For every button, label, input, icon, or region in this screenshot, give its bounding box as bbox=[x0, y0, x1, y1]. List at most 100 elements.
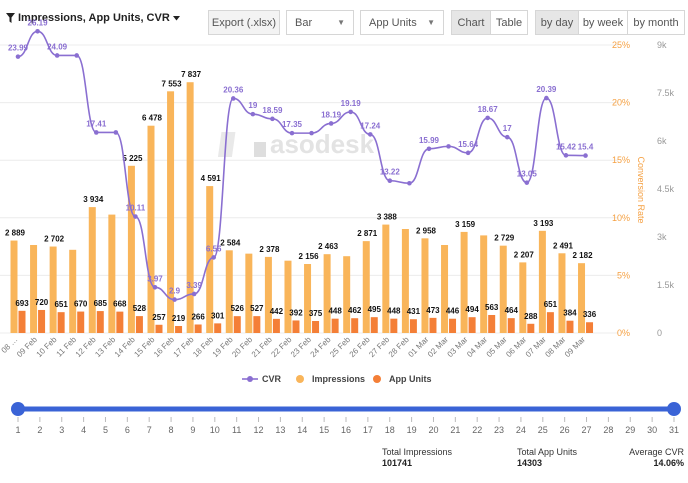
x-axis-tick: 13 Feb bbox=[93, 335, 117, 359]
cvr-point bbox=[289, 130, 295, 136]
impressions-data-label: 7 837 bbox=[181, 70, 202, 79]
cvr-point bbox=[504, 134, 510, 140]
metrics-filter-menu[interactable]: Impressions, App Units, CVR bbox=[6, 12, 180, 24]
cvr-data-label: 15.99 bbox=[419, 136, 440, 145]
right-axis-tick: 7.5k bbox=[657, 88, 675, 98]
x-axis-tick: 02 Mar bbox=[426, 335, 450, 359]
legend-marker-icon bbox=[373, 375, 381, 383]
slider-tick-label: 13 bbox=[275, 425, 285, 435]
app-units-data-label: 462 bbox=[348, 306, 362, 315]
slider-tick-label: 15 bbox=[319, 425, 329, 435]
slider-tick-label: 31 bbox=[669, 425, 679, 435]
slider-tick-label: 8 bbox=[169, 425, 174, 435]
legend-cvr-marker-icon bbox=[247, 376, 253, 382]
x-axis-tick: 09 Feb bbox=[15, 335, 39, 359]
slider-tick-label: 14 bbox=[297, 425, 307, 435]
cvr-point bbox=[524, 180, 530, 185]
date-range-slider[interactable]: 1 2 3 4 5 6 7 8 9 10 11 12 13 14 15 16 17 18 19 20 21 22 23 24 2… bbox=[0, 400, 688, 440]
bar-series bbox=[10, 82, 594, 333]
by-month-button[interactable]: by month bbox=[627, 10, 685, 35]
app-units-data-label: 375 bbox=[309, 309, 323, 318]
x-axis-tick: 09 Mar bbox=[563, 335, 587, 359]
impressions-bar bbox=[421, 238, 429, 333]
impressions-bar bbox=[167, 91, 175, 333]
app-units-data-label: 257 bbox=[152, 313, 166, 322]
caret-down-icon bbox=[172, 15, 180, 20]
average-cvr-summary: Average CVR 14.06% bbox=[629, 447, 684, 469]
app-units-data-label: 448 bbox=[328, 307, 342, 316]
impressions-bar bbox=[108, 214, 116, 333]
legend-label: App Units bbox=[389, 374, 432, 384]
app-units-bar bbox=[116, 311, 124, 333]
cvr-data-label: 13.22 bbox=[380, 168, 401, 177]
x-axis-tick: 06 Mar bbox=[504, 335, 528, 359]
cvr-point bbox=[485, 115, 490, 121]
legend-marker-icon bbox=[296, 375, 304, 383]
impressions-data-label: 3 934 bbox=[83, 195, 104, 204]
cvr-data-label: 18.67 bbox=[478, 105, 499, 114]
app-units-bar bbox=[253, 316, 261, 333]
cvr-point bbox=[54, 53, 60, 58]
chart-type-select[interactable]: Bar ▼ bbox=[286, 10, 354, 35]
impressions-bar bbox=[10, 240, 18, 333]
export-button[interactable]: Export (.xlsx) bbox=[208, 10, 280, 35]
left-axis-tick: 10% bbox=[612, 213, 630, 223]
impressions-data-label: 2 463 bbox=[318, 242, 339, 251]
app-units-data-label: 442 bbox=[270, 307, 284, 316]
slider-tick-label: 19 bbox=[407, 425, 417, 435]
total-app-units-summary: Total App Units 14303 bbox=[517, 447, 577, 469]
app-units-data-label: 651 bbox=[544, 300, 558, 309]
cvr-data-label: 13.05 bbox=[517, 170, 538, 179]
slider-tick-label: 28 bbox=[603, 425, 613, 435]
app-units-bar bbox=[527, 323, 535, 333]
x-axis-tick: 05 Mar bbox=[485, 335, 509, 359]
app-units-bar bbox=[507, 318, 515, 333]
view-table-button[interactable]: Table bbox=[490, 10, 528, 35]
right-axis-tick: 9k bbox=[657, 40, 667, 50]
cvr-data-label: 26.19 bbox=[28, 18, 49, 27]
slider-start-handle[interactable] bbox=[11, 402, 25, 416]
left-axis-tick: 0% bbox=[617, 328, 630, 338]
app-units-bar bbox=[38, 309, 46, 333]
app-units-bar bbox=[331, 318, 339, 333]
app-units-data-label: 494 bbox=[465, 305, 479, 314]
app-units-data-label: 336 bbox=[583, 310, 597, 319]
impressions-bar bbox=[323, 254, 331, 333]
total-impressions-value: 101741 bbox=[382, 458, 413, 468]
app-units-data-label: 384 bbox=[563, 309, 577, 318]
x-axis-tick: 19 Feb bbox=[211, 335, 235, 359]
x-axis-tick: 03 Mar bbox=[446, 335, 470, 359]
impressions-data-label: 2 584 bbox=[220, 238, 241, 247]
slider-end-handle[interactable] bbox=[667, 402, 681, 416]
cvr-point bbox=[446, 144, 451, 149]
cvr-point bbox=[426, 146, 432, 152]
app-units-data-label: 464 bbox=[505, 306, 519, 315]
app-units-data-label: 495 bbox=[368, 305, 382, 314]
cvr-data-label: 15.64 bbox=[458, 140, 479, 149]
impressions-bar bbox=[264, 256, 272, 333]
cvr-point bbox=[172, 297, 177, 302]
app-units-bar bbox=[214, 323, 222, 333]
watermark: asodesk bbox=[217, 129, 375, 159]
cvr-point bbox=[328, 121, 334, 126]
app-units-bar bbox=[351, 318, 359, 333]
toolbar: Impressions, App Units, CVR Export (.xls… bbox=[0, 0, 688, 44]
x-axis-tick: 08 Mar bbox=[543, 335, 567, 359]
by-week-button[interactable]: by week bbox=[578, 10, 628, 35]
app-units-data-label: 527 bbox=[250, 304, 264, 313]
cvr-data-label: 24.09 bbox=[47, 42, 68, 51]
app-units-data-label: 431 bbox=[407, 307, 421, 316]
x-axis-tick: 04 Mar bbox=[465, 335, 489, 359]
slider-tick-label: 6 bbox=[125, 425, 130, 435]
left-axis: 25% 20% 15% 10% 5% 0% bbox=[612, 40, 630, 338]
cvr-point bbox=[348, 109, 353, 115]
view-chart-button[interactable]: Chart bbox=[451, 10, 491, 35]
impressions-bar bbox=[69, 249, 77, 333]
metric-select[interactable]: App Units ▼ bbox=[360, 10, 444, 35]
right-axis-tick: 3k bbox=[657, 232, 667, 242]
impressions-data-label: 2 378 bbox=[259, 245, 280, 254]
slider-tick-label: 27 bbox=[582, 425, 592, 435]
x-axis-tick: 20 Feb bbox=[230, 335, 254, 359]
x-axis-tick: 10 Feb bbox=[35, 335, 59, 359]
